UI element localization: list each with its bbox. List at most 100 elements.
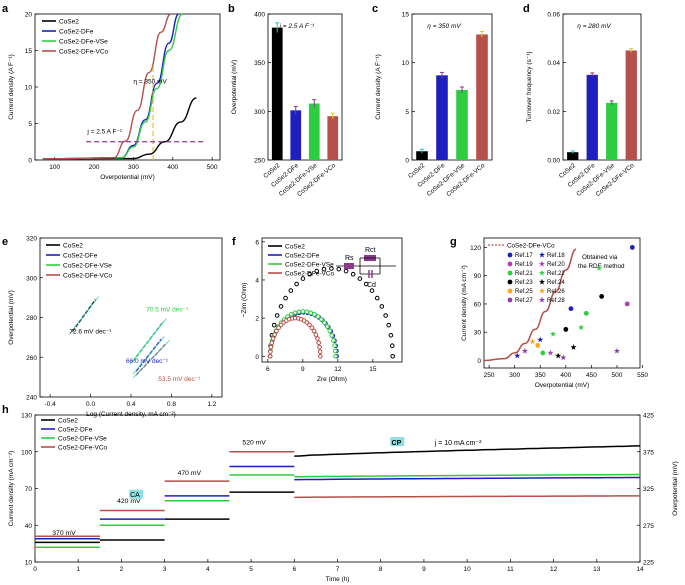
x-tick-label: 0: [33, 566, 37, 573]
eis-point: [276, 325, 281, 331]
ref-point: [529, 338, 536, 345]
legend-marker: [539, 260, 545, 267]
legend-entry: Ref.21: [515, 271, 533, 277]
panel-letter: h: [2, 404, 9, 416]
legend-entry: CoSe2-DFe-VCo: [59, 49, 109, 56]
annotation-eta: η = 350 mV: [133, 78, 167, 85]
bar: [416, 151, 428, 160]
y-tick-label: 15: [402, 12, 410, 19]
eis-point: [343, 268, 349, 274]
eis-point: [288, 312, 294, 317]
ref-point: [578, 324, 585, 331]
legend-marker: [507, 297, 513, 303]
x-tick-label: 9: [422, 566, 426, 573]
ref-point: [540, 350, 546, 356]
eis-point: [274, 313, 280, 318]
panel-letter: c: [372, 3, 378, 15]
y-axis-label: Current density (mA cm⁻²): [461, 265, 468, 341]
eis-point: [363, 281, 369, 287]
eis-point: [294, 281, 299, 287]
ca-label: CA: [130, 492, 140, 499]
y2-tick-label: 225: [643, 560, 654, 567]
circuit-label: Rct: [365, 247, 376, 254]
ref-point: [599, 294, 605, 299]
eis-point: [321, 266, 327, 272]
y-tick-label: 60: [474, 301, 482, 308]
y2-axis-label: Overpotential (mV): [672, 461, 679, 516]
y-tick-label: 350: [254, 60, 265, 67]
x-tick-label: 300: [128, 164, 139, 171]
ref-point: [535, 342, 541, 348]
eis-point: [357, 276, 363, 281]
eis-point: [268, 344, 274, 350]
legend-entry: Ref.22: [547, 271, 565, 277]
eis-point: [270, 336, 276, 341]
note-text: Obtained via: [582, 254, 618, 261]
eis-point: [274, 328, 279, 334]
panel-letter: b: [228, 3, 235, 15]
y-tick-label: 4: [255, 277, 259, 284]
legend-entry: CoSe2-DFe: [58, 427, 93, 434]
cp-label: CP: [392, 440, 402, 447]
slope-label: 72.6 mV dec⁻¹: [69, 328, 112, 335]
legend-entry: Ref.17: [515, 253, 533, 259]
slope-label: 66.0 mV dec⁻¹: [126, 358, 169, 365]
legend-entry: Ref.20: [547, 262, 565, 268]
legend-marker: [507, 288, 513, 294]
legend-entry: Ref.26: [547, 289, 565, 295]
x-tick-label: 1: [76, 566, 80, 573]
y-tick-label: 320: [26, 236, 37, 243]
x-tick-label: 12: [334, 366, 342, 373]
y-tick-label: 10: [25, 85, 33, 92]
cp-curve: [294, 495, 641, 499]
x-tick-label: 500: [207, 164, 218, 171]
x-tick-label: 100: [49, 164, 60, 171]
potential-label: 470 mV: [178, 470, 202, 477]
annotation-d: η = 280 mV: [577, 23, 611, 30]
legend-entry: CoSe2-DFe: [285, 253, 320, 260]
series-line: [42, 13, 172, 160]
x-tick-label: 350: [535, 372, 546, 379]
eis-point: [333, 353, 338, 359]
y-tick-label: 70: [25, 486, 33, 493]
y-axis-label: Current density (A F⁻¹): [375, 54, 382, 120]
eis-point: [308, 310, 313, 316]
legend-marker: [539, 269, 545, 276]
x-tick-label: 9: [301, 366, 305, 373]
legend-entry: CoSe2-DFe-VSe: [59, 39, 108, 46]
x-axis-label: Zre (Ohm): [317, 376, 347, 383]
legend-entry: CoSe2: [285, 244, 305, 251]
ref-point: [568, 306, 574, 312]
x-tick-label: 10: [464, 566, 472, 573]
ref-point: [629, 245, 635, 250]
bar: [606, 102, 618, 160]
x-tick-label: 13: [593, 566, 601, 573]
x-axis-label: Time (h): [326, 576, 350, 583]
current-label: j = 10 mA cm⁻²: [434, 440, 482, 447]
plot-frame-g: [483, 237, 641, 369]
eis-point: [304, 309, 310, 315]
y-axis-label: Turnover frequency (s⁻¹): [526, 51, 533, 122]
eis-point: [313, 332, 319, 337]
y-tick-label: 20: [25, 12, 33, 19]
x-tick-label: 450: [586, 372, 597, 379]
eis-point: [379, 304, 385, 309]
legend-marker: [539, 296, 545, 303]
ref-point: [514, 352, 521, 359]
plot-frame-c: [411, 13, 493, 161]
y-tick-label: 6: [255, 239, 259, 246]
y-tick-label: 30: [474, 330, 482, 337]
x-tick-label: 200: [89, 164, 100, 171]
reference-curve: [483, 248, 577, 362]
plot-frame-f: [261, 237, 403, 363]
y-tick-label: 0: [405, 158, 409, 165]
circuit-label: Rs: [345, 255, 354, 262]
x-tick-label: -0.4: [45, 401, 57, 408]
legend-marker: [507, 279, 513, 285]
y-tick-label: 15: [25, 48, 33, 55]
ref-point: [583, 310, 589, 316]
eis-point: [278, 304, 284, 309]
eis-point: [268, 349, 273, 354]
x-tick-label: 0.8: [167, 401, 176, 408]
y-tick-label: 5: [28, 121, 32, 128]
